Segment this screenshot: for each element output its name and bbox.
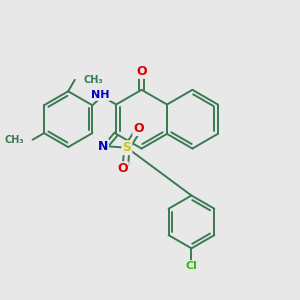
Text: NH: NH [92, 90, 110, 100]
Text: O: O [133, 122, 144, 135]
Text: O: O [136, 65, 147, 78]
Text: CH₃: CH₃ [83, 75, 103, 85]
Text: Cl: Cl [185, 261, 197, 271]
Text: O: O [117, 162, 128, 175]
Text: CH₃: CH₃ [5, 135, 24, 145]
Text: N: N [98, 140, 108, 153]
Text: S: S [122, 141, 131, 154]
